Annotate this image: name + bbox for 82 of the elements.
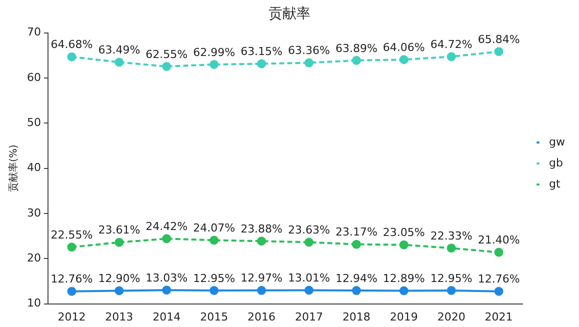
data-label: 62.55%: [146, 48, 188, 61]
data-label: 12.76%: [478, 272, 520, 286]
data-label: 12.89%: [382, 272, 425, 286]
point: [210, 286, 219, 295]
data-label: 64.68%: [50, 38, 93, 52]
x-tick-label: 2021: [484, 310, 513, 324]
data-label: 63.36%: [288, 44, 330, 58]
point: [114, 58, 124, 67]
point: [446, 286, 456, 295]
point: [257, 236, 266, 246]
point: [162, 62, 172, 71]
x-tick-label: 2014: [152, 310, 181, 324]
legend-label: gb: [549, 156, 564, 170]
point: [162, 234, 172, 244]
data-label: 22.33%: [430, 229, 472, 242]
data-label: 63.15%: [240, 45, 283, 58]
point: [304, 238, 314, 247]
y-tick-label: 70: [26, 26, 41, 39]
y-axis-title: 贡献率(%): [8, 144, 20, 192]
data-label: 23.05%: [382, 226, 425, 240]
data-label: 12.90%: [98, 272, 140, 286]
chart-title: 贡献率: [268, 6, 310, 22]
point: [399, 55, 408, 64]
point: [304, 286, 314, 295]
point: [114, 238, 124, 247]
data-label: 12.95%: [193, 272, 236, 285]
x-tick-label: 2015: [200, 310, 228, 324]
y-tick-label: 20: [26, 251, 41, 264]
point: [304, 58, 314, 68]
point: [446, 244, 456, 253]
legend-label: gw: [549, 135, 566, 148]
x-tick-label: 2016: [248, 310, 276, 324]
y-tick-label: 40: [26, 161, 41, 174]
data-label: 64.72%: [430, 38, 472, 52]
data-label: 24.42%: [146, 220, 188, 234]
x-tick-label: 2018: [342, 310, 370, 324]
data-label: 65.84%: [478, 32, 520, 46]
data-label: 12.94%: [335, 272, 378, 285]
data-label: 23.61%: [98, 224, 140, 237]
y-tick-label: 10: [26, 296, 41, 310]
legend-label: gt: [549, 177, 562, 190]
point: [162, 286, 172, 295]
point: [67, 52, 76, 62]
data-label: 12.97%: [240, 272, 283, 285]
point: [494, 47, 504, 56]
data-label: 22.55%: [50, 228, 93, 242]
data-label: 13.01%: [288, 272, 330, 285]
x-tick-label: 2019: [390, 310, 418, 324]
y-tick-label: 30: [26, 206, 41, 220]
x-tick-label: 2012: [58, 310, 86, 324]
point: [67, 242, 76, 252]
x-tick-label: 2017: [294, 310, 323, 324]
data-label: 13.03%: [146, 271, 188, 284]
data-label: 12.95%: [430, 272, 472, 285]
data-label: 23.63%: [288, 224, 330, 237]
point: [257, 59, 266, 68]
data-label: 24.07%: [193, 222, 236, 235]
point: [114, 286, 124, 296]
y-tick-label: 60: [26, 70, 41, 84]
data-label: 62.99%: [193, 46, 236, 59]
point: [352, 240, 361, 249]
data-label: 63.89%: [335, 42, 378, 55]
point: [352, 56, 361, 65]
data-label: 21.40%: [478, 234, 520, 247]
x-tick-label: 2020: [437, 310, 466, 324]
point: [257, 286, 266, 295]
point: [446, 52, 456, 62]
point: [399, 240, 408, 250]
point: [494, 286, 504, 296]
point: [399, 286, 408, 296]
point: [210, 60, 219, 69]
y-tick-label: 50: [26, 116, 41, 129]
point: [352, 286, 361, 296]
point: [494, 248, 504, 257]
data-label: 23.88%: [240, 222, 283, 236]
data-label: 63.49%: [98, 44, 140, 57]
point: [67, 286, 76, 296]
data-label: 12.76%: [50, 272, 93, 286]
point: [210, 236, 219, 245]
data-label: 64.06%: [382, 40, 425, 54]
data-label: 23.17%: [335, 226, 378, 239]
x-tick-label: 2013: [105, 310, 134, 324]
